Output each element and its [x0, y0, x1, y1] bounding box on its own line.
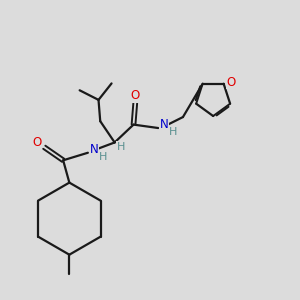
Text: H: H — [99, 152, 107, 162]
Text: O: O — [130, 89, 140, 102]
Text: H: H — [117, 142, 125, 152]
Text: O: O — [226, 76, 236, 88]
Text: H: H — [169, 127, 178, 137]
Text: N: N — [160, 118, 169, 131]
Text: O: O — [32, 136, 41, 148]
Text: N: N — [90, 143, 98, 156]
